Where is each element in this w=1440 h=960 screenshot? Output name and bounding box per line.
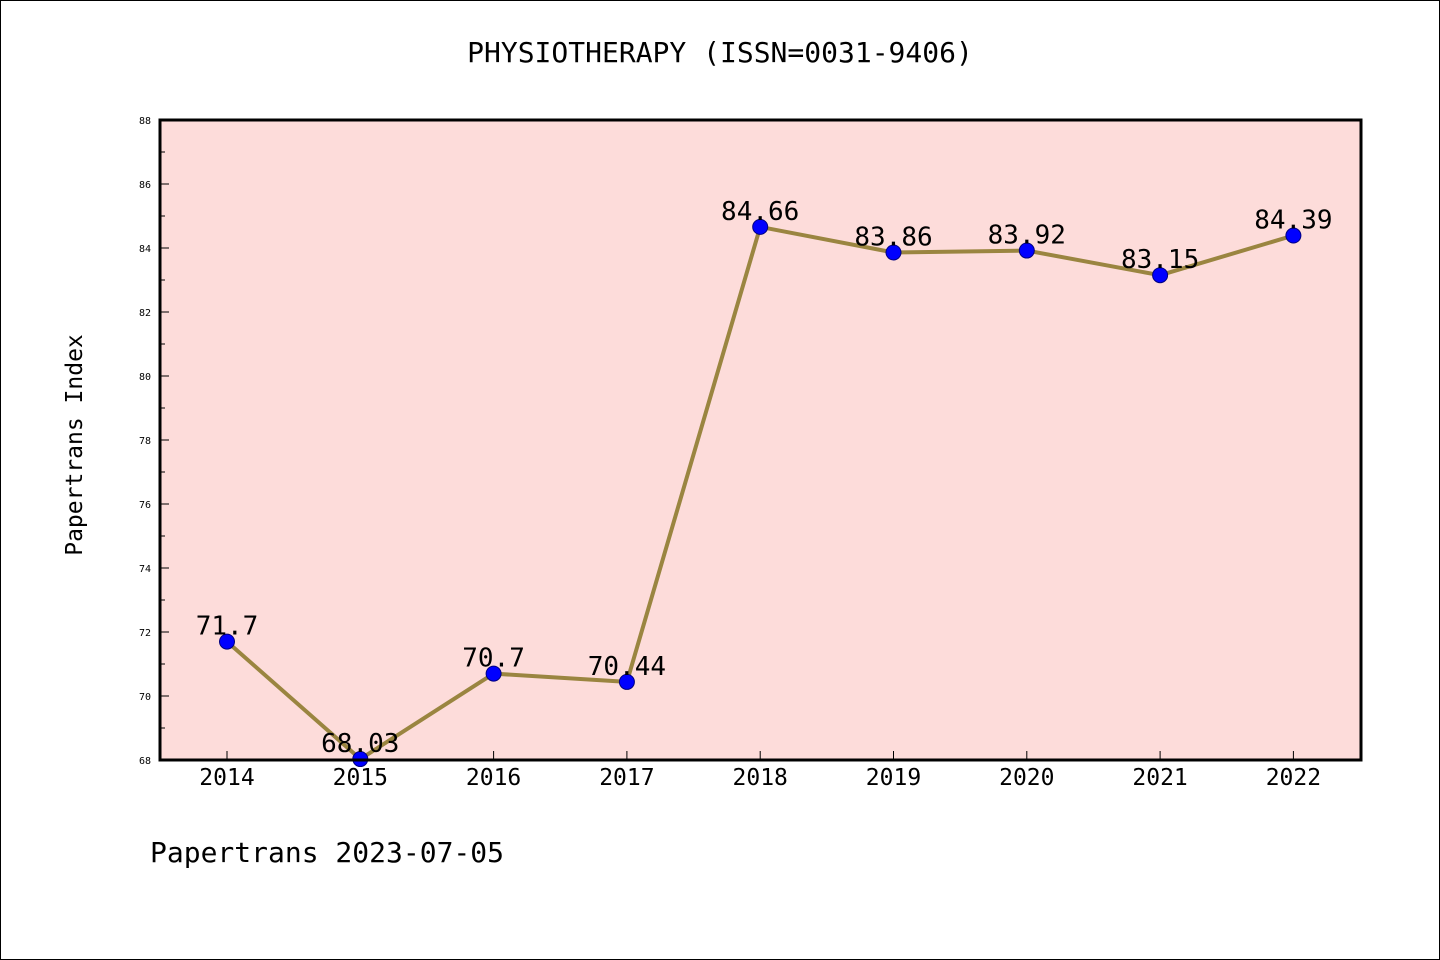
x-tick-label: 2016 <box>466 765 521 791</box>
y-tick-label: 76 <box>139 500 151 511</box>
data-label: 83.92 <box>988 221 1066 251</box>
data-point <box>618 673 635 690</box>
x-tick-label: 2014 <box>199 765 254 791</box>
x-tick-label: 2015 <box>333 765 388 791</box>
data-label: 84.66 <box>721 197 799 227</box>
x-tick-label: 2019 <box>866 765 921 791</box>
y-tick-label: 68 <box>139 756 151 767</box>
data-label: 83.86 <box>854 222 932 252</box>
data-label: 70.7 <box>462 644 525 674</box>
data-label: 71.7 <box>196 612 259 642</box>
y-tick-label: 86 <box>139 180 151 191</box>
y-tick-label: 88 <box>139 116 151 127</box>
y-tick-label: 78 <box>139 436 151 447</box>
plot-border <box>158 118 1363 762</box>
data-label: 83.15 <box>1121 245 1199 275</box>
data-label: 68.03 <box>321 729 399 759</box>
data-labels: 71.7 68.03 70.7 70.44 84.66 83.86 83.92 83.15 84… <box>196 197 1333 759</box>
y-axis-label: Papertrans Index <box>62 334 88 556</box>
data-point <box>219 633 235 650</box>
chart-title: PHYSIOTHERAPY (ISSN=0031-9406) <box>467 36 973 69</box>
data-point <box>885 244 902 261</box>
y-tick-label: 74 <box>139 564 151 575</box>
x-tick-label: 2022 <box>1266 765 1321 791</box>
x-tick-label: 2018 <box>733 765 788 791</box>
y-tick-label: 84 <box>139 244 151 255</box>
x-tick-label: 2017 <box>599 765 654 791</box>
data-point <box>1018 242 1035 259</box>
data-label: 84.39 <box>1254 206 1332 236</box>
y-tick-label: 80 <box>139 372 151 383</box>
y-tick-label: 70 <box>139 692 151 703</box>
data-point <box>752 218 769 235</box>
data-label: 70.44 <box>588 652 666 682</box>
x-tick-label: 2021 <box>1132 765 1187 791</box>
axis-ticks: 68 70 72 74 76 78 80 82 84 86 88 2014 2015 2016 2017 20… <box>139 116 1321 791</box>
series-layer <box>219 218 1302 768</box>
x-tick-label: 2020 <box>999 765 1054 791</box>
footer-caption: Papertrans 2023-07-05 <box>150 836 505 869</box>
y-tick-label: 82 <box>139 308 151 319</box>
data-point <box>485 665 502 682</box>
y-tick-label: 72 <box>139 628 151 639</box>
data-point <box>1152 267 1169 284</box>
data-point <box>1285 227 1302 244</box>
